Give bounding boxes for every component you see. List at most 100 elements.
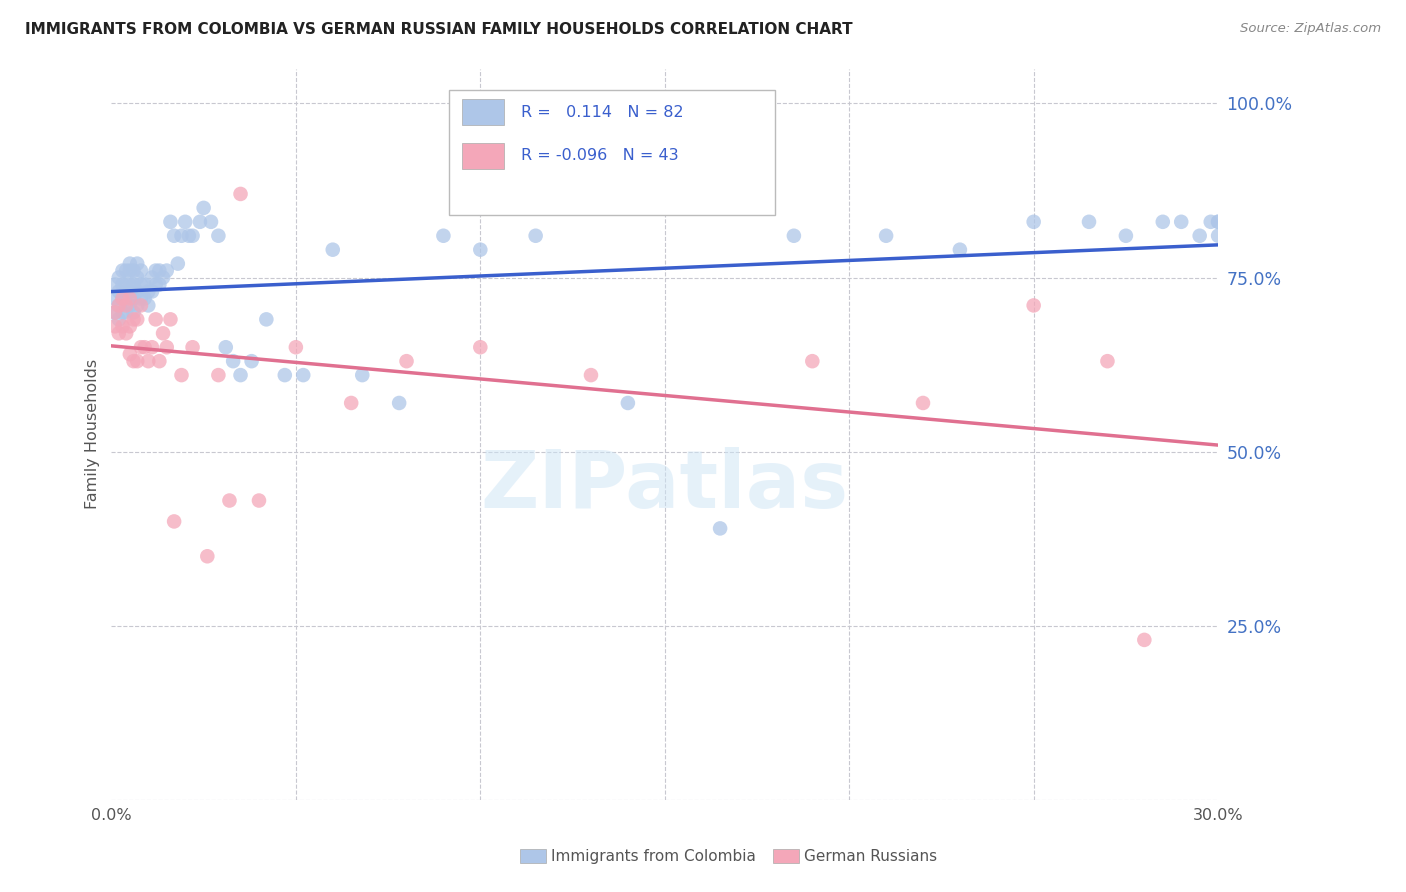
Text: Source: ZipAtlas.com: Source: ZipAtlas.com (1240, 22, 1381, 36)
Point (118, 263, 141, 277)
Point (148, 263, 170, 277)
Point (240, 354, 263, 368)
Point (207, 368, 229, 383)
Point (118, 285, 141, 299)
Point (783, 228, 806, 243)
Point (156, 263, 179, 277)
Point (104, 305, 127, 319)
Point (127, 270, 149, 285)
Point (136, 285, 159, 299)
Point (118, 347, 141, 361)
Point (222, 354, 245, 368)
Point (1022, 215, 1045, 229)
Point (470, 340, 492, 354)
Point (159, 312, 181, 326)
Point (127, 354, 149, 368)
Point (292, 368, 315, 383)
Point (247, 493, 270, 508)
Point (1206, 215, 1229, 229)
Point (148, 277, 170, 292)
Point (134, 292, 156, 306)
Point (322, 243, 344, 257)
Point (145, 277, 167, 292)
Point (181, 340, 204, 354)
Text: R = -0.096   N = 43: R = -0.096 N = 43 (520, 148, 679, 163)
Bar (463, 143, 505, 169)
Point (395, 354, 418, 368)
Point (229, 186, 252, 201)
Point (274, 368, 297, 383)
Point (875, 228, 897, 243)
Text: IMMIGRANTS FROM COLOMBIA VS GERMAN RUSSIAN FAMILY HOUSEHOLDS CORRELATION CHART: IMMIGRANTS FROM COLOMBIA VS GERMAN RUSSI… (25, 22, 853, 37)
Point (1206, 228, 1229, 243)
Point (104, 292, 127, 306)
Point (1199, 215, 1222, 229)
Point (152, 270, 174, 285)
Point (1097, 354, 1119, 368)
Point (141, 285, 163, 299)
Point (152, 326, 174, 341)
Point (145, 263, 167, 277)
Point (111, 292, 134, 306)
Point (118, 319, 141, 334)
Point (127, 285, 149, 299)
Point (159, 215, 181, 229)
Point (115, 263, 138, 277)
Point (129, 263, 152, 277)
Point (115, 292, 138, 306)
Point (156, 340, 179, 354)
Point (115, 298, 138, 312)
Point (115, 277, 138, 292)
Point (145, 312, 167, 326)
Point (207, 228, 229, 243)
Point (118, 277, 141, 292)
Point (111, 292, 134, 306)
Point (1115, 228, 1137, 243)
Point (127, 312, 149, 326)
Point (111, 305, 134, 319)
Point (229, 368, 252, 383)
Point (136, 354, 159, 368)
Point (134, 340, 156, 354)
Point (1206, 215, 1229, 229)
Text: ZIPatlas: ZIPatlas (481, 447, 849, 524)
Point (949, 243, 972, 257)
Point (118, 257, 141, 271)
Point (188, 215, 211, 229)
Bar (463, 99, 505, 125)
Text: German Russians: German Russians (804, 849, 938, 863)
Point (127, 298, 149, 312)
Point (181, 228, 204, 243)
Point (1170, 215, 1192, 229)
FancyBboxPatch shape (449, 90, 776, 215)
Point (122, 305, 145, 319)
Point (136, 298, 159, 312)
Point (340, 396, 363, 410)
Point (118, 292, 141, 306)
Point (388, 396, 411, 410)
Point (254, 312, 277, 326)
Point (111, 277, 134, 292)
Point (170, 228, 193, 243)
Point (524, 228, 547, 243)
Point (200, 215, 222, 229)
Point (107, 312, 129, 326)
Point (215, 340, 238, 354)
Point (432, 228, 454, 243)
Point (170, 368, 193, 383)
Point (709, 521, 731, 535)
Point (129, 277, 152, 292)
Point (284, 340, 307, 354)
Point (1152, 215, 1174, 229)
Point (1078, 215, 1101, 229)
Point (195, 549, 218, 564)
Point (579, 368, 602, 383)
Point (1188, 228, 1211, 243)
Point (141, 340, 163, 354)
Point (1133, 632, 1156, 647)
Point (801, 354, 824, 368)
Point (107, 270, 129, 285)
Point (122, 277, 145, 292)
Text: R =   0.114   N = 82: R = 0.114 N = 82 (520, 104, 683, 120)
Y-axis label: Family Households: Family Households (86, 359, 100, 509)
